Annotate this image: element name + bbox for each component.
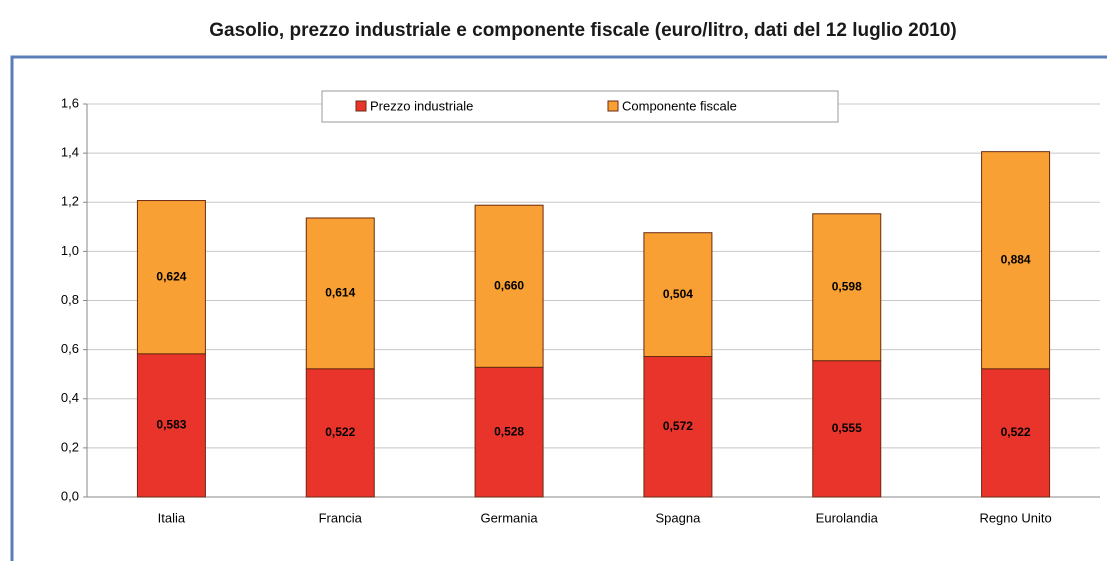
value-label: 0,572	[663, 419, 693, 433]
x-tick-label: Francia	[319, 510, 363, 525]
bar-segment	[643, 232, 713, 358]
y-tick-label: 0,8	[61, 292, 79, 307]
y-tick-label: 1,4	[61, 145, 79, 160]
value-label: 0,522	[325, 425, 355, 439]
value-label: 0,660	[494, 278, 524, 292]
chart-title: Gasolio, prezzo industriale e componente…	[209, 20, 957, 41]
x-tick-label: Spagna	[656, 510, 702, 525]
legend-box	[321, 90, 839, 123]
y-tick-label: 0,4	[61, 390, 79, 405]
bar-segment	[812, 360, 882, 498]
bar-segment	[643, 356, 713, 498]
value-label: 0,598	[832, 279, 862, 293]
bar-segment	[474, 366, 544, 498]
x-tick-label: Regno Unito	[979, 510, 1051, 525]
value-label: 0,614	[325, 286, 355, 300]
legend-swatch	[607, 100, 619, 112]
y-tick-label: 0,0	[61, 488, 79, 503]
bar-segment	[812, 213, 882, 362]
bar-segment	[981, 151, 1051, 370]
y-tick-label: 1,2	[61, 194, 79, 209]
legend-swatch	[355, 100, 367, 112]
value-label: 0,624	[156, 269, 186, 283]
bar-segment	[136, 200, 206, 355]
value-label: 0,522	[1001, 425, 1031, 439]
legend-label: Prezzo industriale	[370, 98, 473, 113]
y-tick-label: 1,0	[61, 243, 79, 258]
bar-segment	[474, 204, 544, 368]
value-label: 0,528	[494, 424, 524, 438]
y-tick-label: 1,6	[61, 95, 79, 110]
x-tick-label: Eurolandia	[816, 510, 879, 525]
bar-segment	[136, 353, 206, 498]
legend-label: Componente fiscale	[622, 98, 737, 113]
x-tick-label: Germania	[481, 510, 539, 525]
x-tick-label: Italia	[158, 510, 186, 525]
y-tick-label: 0,2	[61, 439, 79, 454]
frame	[10, 55, 1107, 561]
value-label: 0,555	[832, 421, 862, 435]
bar-segment	[305, 217, 375, 370]
value-label: 0,504	[663, 287, 693, 301]
y-tick-label: 0,6	[61, 341, 79, 356]
value-label: 0,884	[1001, 252, 1031, 266]
value-label: 0,583	[156, 418, 186, 432]
